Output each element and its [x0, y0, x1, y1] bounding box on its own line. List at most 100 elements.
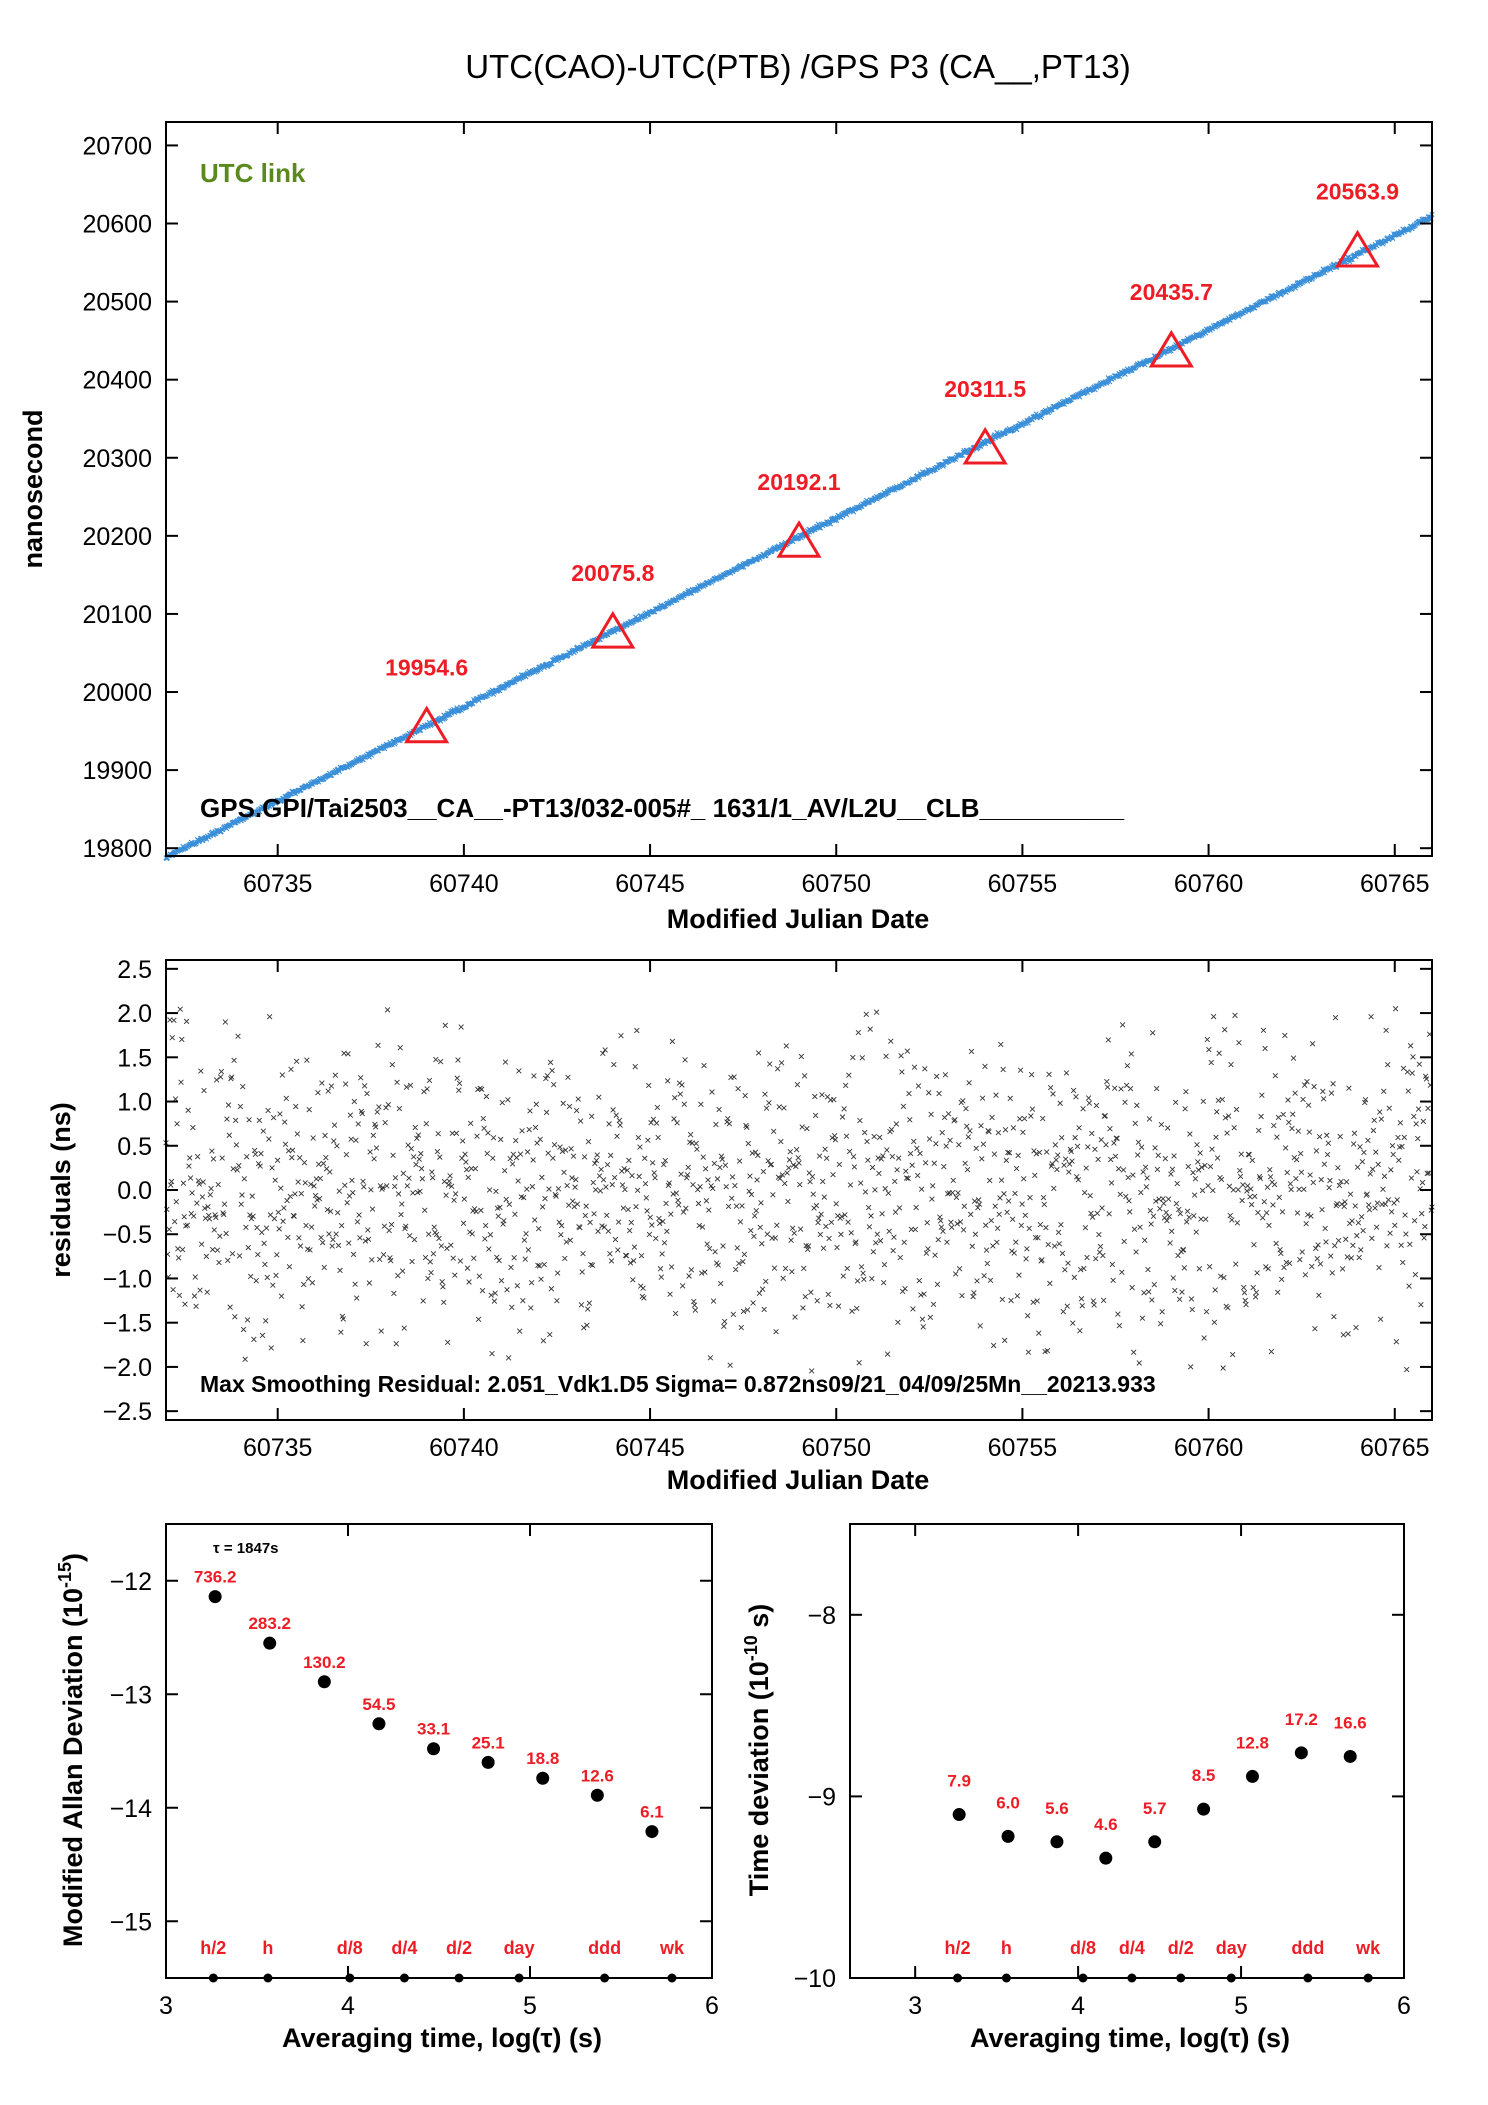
residual-point	[1115, 1166, 1122, 1172]
residual-point	[501, 1218, 507, 1224]
residual-point	[1068, 1148, 1074, 1155]
residual-point	[528, 1305, 534, 1311]
residual-point	[387, 1257, 394, 1264]
residual-point	[1354, 1164, 1361, 1170]
residual-point	[1418, 1210, 1425, 1217]
residual-point	[1343, 1236, 1349, 1242]
residual-point	[1393, 1339, 1400, 1345]
residual-point	[1231, 1125, 1237, 1131]
main-y-tick-label: 20300	[82, 445, 152, 473]
residual-point	[850, 1054, 856, 1061]
residual-point	[310, 1135, 316, 1141]
residual-point	[681, 1101, 687, 1107]
residual-point	[705, 1177, 711, 1183]
main-plot-frame	[165, 121, 1433, 857]
tdev-point	[1343, 1749, 1357, 1763]
residual-point	[1384, 1061, 1391, 1068]
residual-point	[1000, 1066, 1006, 1073]
tdev-interval-label: ddd	[1291, 1938, 1324, 1958]
residual-point	[650, 1116, 657, 1122]
residual-point	[1205, 1182, 1211, 1189]
residual-point	[532, 1124, 539, 1131]
tdev-y-axis-label: Time deviation (10-10 s)	[741, 1604, 774, 1897]
residual-point	[1404, 1069, 1411, 1075]
residual-point	[566, 1202, 572, 1208]
residual-point	[488, 1292, 494, 1298]
residual-point	[670, 1191, 676, 1197]
residual-point	[214, 1247, 221, 1253]
residual-point	[815, 1219, 821, 1226]
residual-point	[233, 1142, 240, 1148]
mdev-point-label: 736.2	[194, 1568, 237, 1587]
residual-point	[320, 1160, 327, 1167]
residual-point	[669, 1038, 676, 1045]
residual-point	[537, 1136, 543, 1143]
residual-point	[969, 1243, 976, 1249]
residual-point	[315, 1089, 321, 1096]
residual-point	[712, 1249, 718, 1255]
residual-point	[704, 1241, 710, 1247]
residual-points	[163, 1006, 1435, 1374]
residual-point	[291, 1213, 297, 1219]
tdev-y-tick-label: −9	[807, 1783, 836, 1811]
residual-point	[1232, 1012, 1238, 1019]
residual-point	[205, 1203, 211, 1210]
residual-point	[487, 1232, 494, 1238]
residual-point	[424, 1086, 430, 1092]
residual-point	[567, 1237, 574, 1243]
residual-point	[1051, 1185, 1057, 1192]
residual-point	[562, 1255, 568, 1262]
residual-point	[520, 1297, 526, 1304]
mdev-point-label: 283.2	[248, 1614, 291, 1633]
residual-point	[736, 1260, 742, 1267]
residual-point	[368, 1187, 374, 1193]
residual-point	[1411, 1113, 1417, 1120]
residual-point	[1419, 1179, 1426, 1186]
residual-point	[1188, 1296, 1195, 1302]
residual-point	[594, 1152, 600, 1158]
residual-point	[1305, 1102, 1312, 1108]
residual-point	[538, 1276, 544, 1282]
residual-point	[888, 1126, 895, 1133]
mdev-point-label: 130.2	[303, 1653, 346, 1672]
residual-point	[1335, 1165, 1341, 1171]
residual-point	[899, 1069, 905, 1075]
residual-point	[1408, 1175, 1415, 1181]
residual-point	[522, 1256, 528, 1262]
residual-point	[1133, 1249, 1139, 1255]
residual-point	[266, 1013, 273, 1020]
residual-point	[717, 1164, 723, 1171]
residual-point	[390, 1152, 396, 1159]
residual-point	[1275, 1114, 1282, 1121]
residual-point	[1364, 1191, 1370, 1197]
residual-point	[1080, 1106, 1086, 1112]
residual-point	[666, 1180, 672, 1186]
sample-value-label: 20311.5	[944, 376, 1026, 402]
residual-point	[1300, 1096, 1306, 1103]
residual-point	[407, 1082, 414, 1089]
residual-point	[1374, 1200, 1381, 1206]
residual-point	[992, 1203, 998, 1209]
residual-point	[735, 1086, 741, 1092]
residual-point	[739, 1203, 745, 1209]
residual-point	[1056, 1241, 1063, 1247]
residual-point	[1088, 1210, 1094, 1217]
tdev-interval-label: h	[1001, 1938, 1012, 1958]
residual-point	[507, 1155, 513, 1162]
residuals-y-tick-label: −2.5	[103, 1398, 152, 1426]
residual-point	[1377, 1109, 1383, 1115]
residual-point	[342, 1081, 349, 1087]
residual-point	[564, 1182, 570, 1189]
residual-point	[331, 1138, 337, 1144]
residual-point	[382, 1119, 388, 1126]
residual-point	[1265, 1266, 1271, 1272]
residual-point	[774, 1066, 781, 1072]
residual-point	[1229, 1351, 1236, 1358]
residual-point	[278, 1185, 284, 1191]
residual-point	[1254, 1270, 1260, 1276]
residual-point	[334, 1143, 340, 1149]
residual-point	[437, 1058, 444, 1065]
residual-point	[699, 1224, 706, 1230]
residual-point	[1350, 1141, 1357, 1147]
residual-point	[1384, 1243, 1390, 1249]
